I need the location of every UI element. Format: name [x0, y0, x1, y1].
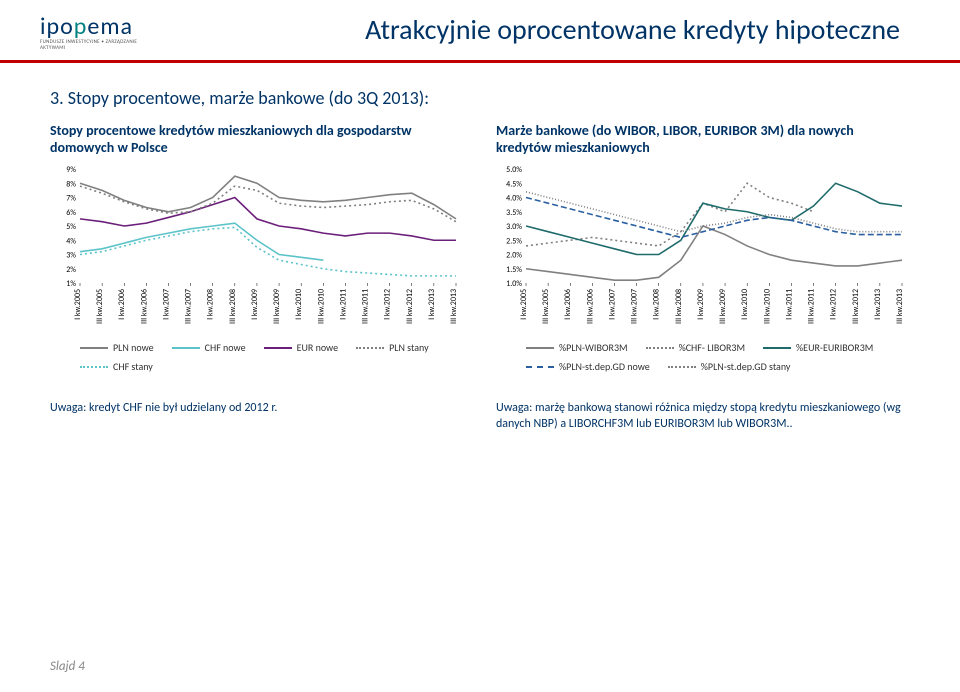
svg-text:I kw.2012: I kw.2012 — [829, 289, 839, 320]
svg-text:III kw.2013: III kw.2013 — [449, 289, 459, 324]
legend-item: %PLN-WIBOR3M — [526, 341, 628, 354]
svg-text:1%: 1% — [66, 279, 76, 289]
svg-text:1.5%: 1.5% — [506, 265, 522, 275]
svg-text:III kw.2011: III kw.2011 — [361, 289, 371, 324]
svg-text:I kw.2005: I kw.2005 — [519, 289, 529, 320]
legend-item: CHF stany — [80, 360, 153, 373]
svg-text:III kw.2005: III kw.2005 — [541, 289, 551, 324]
svg-text:3%: 3% — [66, 251, 76, 261]
svg-text:3.5%: 3.5% — [506, 208, 522, 218]
svg-text:III kw.2005: III kw.2005 — [95, 289, 105, 324]
chart-left-legend: PLN nowe CHF nowe EUR nowe PLN stany CHF sta… — [50, 341, 464, 373]
svg-text:I kw.2011: I kw.2011 — [338, 289, 348, 320]
svg-text:3.0%: 3.0% — [506, 222, 522, 232]
note-left: Uwaga: kredyt CHF nie był udzielany od 2… — [50, 401, 464, 432]
svg-text:I kw.2010: I kw.2010 — [740, 289, 750, 320]
svg-text:III kw.2010: III kw.2010 — [762, 289, 772, 324]
svg-text:I kw.2013: I kw.2013 — [427, 289, 437, 320]
legend-item: %EUR-EURIBOR3M — [763, 341, 873, 354]
svg-text:I kw.2007: I kw.2007 — [161, 289, 171, 320]
logo-part1: ipo — [40, 12, 74, 41]
content: 3. Stopy procentowe, marże bankowe (do 3… — [0, 63, 960, 432]
svg-text:1.0%: 1.0% — [506, 279, 522, 289]
svg-text:III kw.2006: III kw.2006 — [585, 289, 595, 324]
page-title: Atrakcyjnie oprocentowane kredyty hipote… — [160, 12, 920, 47]
svg-text:2%: 2% — [66, 265, 76, 275]
svg-text:2.5%: 2.5% — [506, 236, 522, 246]
svg-text:III kw.2012: III kw.2012 — [851, 289, 861, 324]
svg-text:I kw.2008: I kw.2008 — [206, 289, 216, 320]
legend-item: EUR nowe — [264, 341, 339, 354]
chart-right: Marże bankowe (do WIBOR, LIBOR, EURIBOR … — [496, 123, 910, 373]
svg-text:I kw.2011: I kw.2011 — [784, 289, 794, 320]
note-right: Uwaga: marżę bankową stanowi różnica mię… — [496, 401, 910, 432]
svg-text:I kw.2010: I kw.2010 — [294, 289, 304, 320]
svg-text:III kw.2008: III kw.2008 — [674, 289, 684, 324]
svg-text:I kw.2005: I kw.2005 — [73, 289, 83, 320]
charts-row: Stopy procentowe kredytów mieszkaniowych… — [50, 123, 910, 373]
notes-row: Uwaga: kredyt CHF nie był udzielany od 2… — [50, 401, 910, 432]
svg-text:III kw.2009: III kw.2009 — [272, 289, 282, 324]
header: ipopema FUNDUSZE INWESTYCYJNE • ZARZĄDZA… — [0, 0, 960, 60]
svg-text:III kw.2006: III kw.2006 — [139, 289, 149, 324]
legend-item: %PLN-st.dep.GD stany — [668, 360, 791, 373]
svg-text:5%: 5% — [66, 222, 76, 232]
legend-item: %CHF- LIBOR3M — [646, 341, 745, 354]
legend-item: PLN stany — [356, 341, 429, 354]
svg-text:9%: 9% — [66, 165, 76, 175]
chart-right-subtitle: Marże bankowe (do WIBOR, LIBOR, EURIBOR … — [496, 123, 910, 159]
svg-text:III kw.2013: III kw.2013 — [895, 289, 905, 324]
chart-right-canvas: 1.0% 1.5% 2.0% 2.5% 3.0% 3.5% 4.0% 4.5% 5.0% I kw… — [496, 165, 910, 335]
svg-text:III kw.2007: III kw.2007 — [184, 289, 194, 324]
svg-text:6%: 6% — [66, 208, 76, 218]
legend-item: CHF nowe — [172, 341, 246, 354]
legend-item: %PLN-st.dep.GD nowe — [526, 360, 650, 373]
section-heading: 3. Stopy procentowe, marże bankowe (do 3… — [50, 87, 910, 109]
logo-part3: ema — [87, 12, 133, 41]
svg-text:III kw.2008: III kw.2008 — [228, 289, 238, 324]
svg-text:I kw.2006: I kw.2006 — [117, 289, 127, 320]
svg-text:2.0%: 2.0% — [506, 251, 522, 261]
legend-item: PLN nowe — [80, 341, 154, 354]
slide-number: Slajd 4 — [50, 659, 85, 674]
svg-text:III kw.2011: III kw.2011 — [807, 289, 817, 324]
logo-part2: p — [74, 12, 88, 41]
logo: ipopema FUNDUSZE INWESTYCYJNE • ZARZĄDZA… — [40, 12, 160, 48]
svg-text:III kw.2010: III kw.2010 — [316, 289, 326, 324]
svg-text:4.5%: 4.5% — [506, 179, 522, 189]
svg-text:III kw.2007: III kw.2007 — [630, 289, 640, 324]
svg-text:5.0%: 5.0% — [506, 165, 522, 175]
svg-text:7%: 7% — [66, 194, 76, 204]
svg-text:I kw.2006: I kw.2006 — [563, 289, 573, 320]
svg-text:I kw.2009: I kw.2009 — [250, 289, 260, 320]
svg-text:I kw.2008: I kw.2008 — [652, 289, 662, 320]
chart-left-subtitle: Stopy procentowe kredytów mieszkaniowych… — [50, 123, 464, 159]
svg-text:4%: 4% — [66, 236, 76, 246]
svg-text:III kw.2009: III kw.2009 — [718, 289, 728, 324]
svg-text:III kw.2012: III kw.2012 — [405, 289, 415, 324]
svg-text:8%: 8% — [66, 179, 76, 189]
svg-text:I kw.2012: I kw.2012 — [383, 289, 393, 320]
logo-text: ipopema — [40, 12, 160, 41]
chart-right-legend: %PLN-WIBOR3M %CHF- LIBOR3M %EUR-EURIBOR3M%… — [496, 341, 910, 373]
chart-left: Stopy procentowe kredytów mieszkaniowych… — [50, 123, 464, 373]
svg-text:I kw.2009: I kw.2009 — [696, 289, 706, 320]
svg-text:I kw.2007: I kw.2007 — [607, 289, 617, 320]
chart-left-canvas: 1% 2% 3% 4% 5% 6% 7% 8% 9% I kw.2005 III kw.2005 I … — [50, 165, 464, 335]
svg-text:4.0%: 4.0% — [506, 194, 522, 204]
logo-sub: FUNDUSZE INWESTYCYJNE • ZARZĄDZANIE AKTY… — [40, 39, 160, 51]
svg-text:I kw.2013: I kw.2013 — [873, 289, 883, 320]
